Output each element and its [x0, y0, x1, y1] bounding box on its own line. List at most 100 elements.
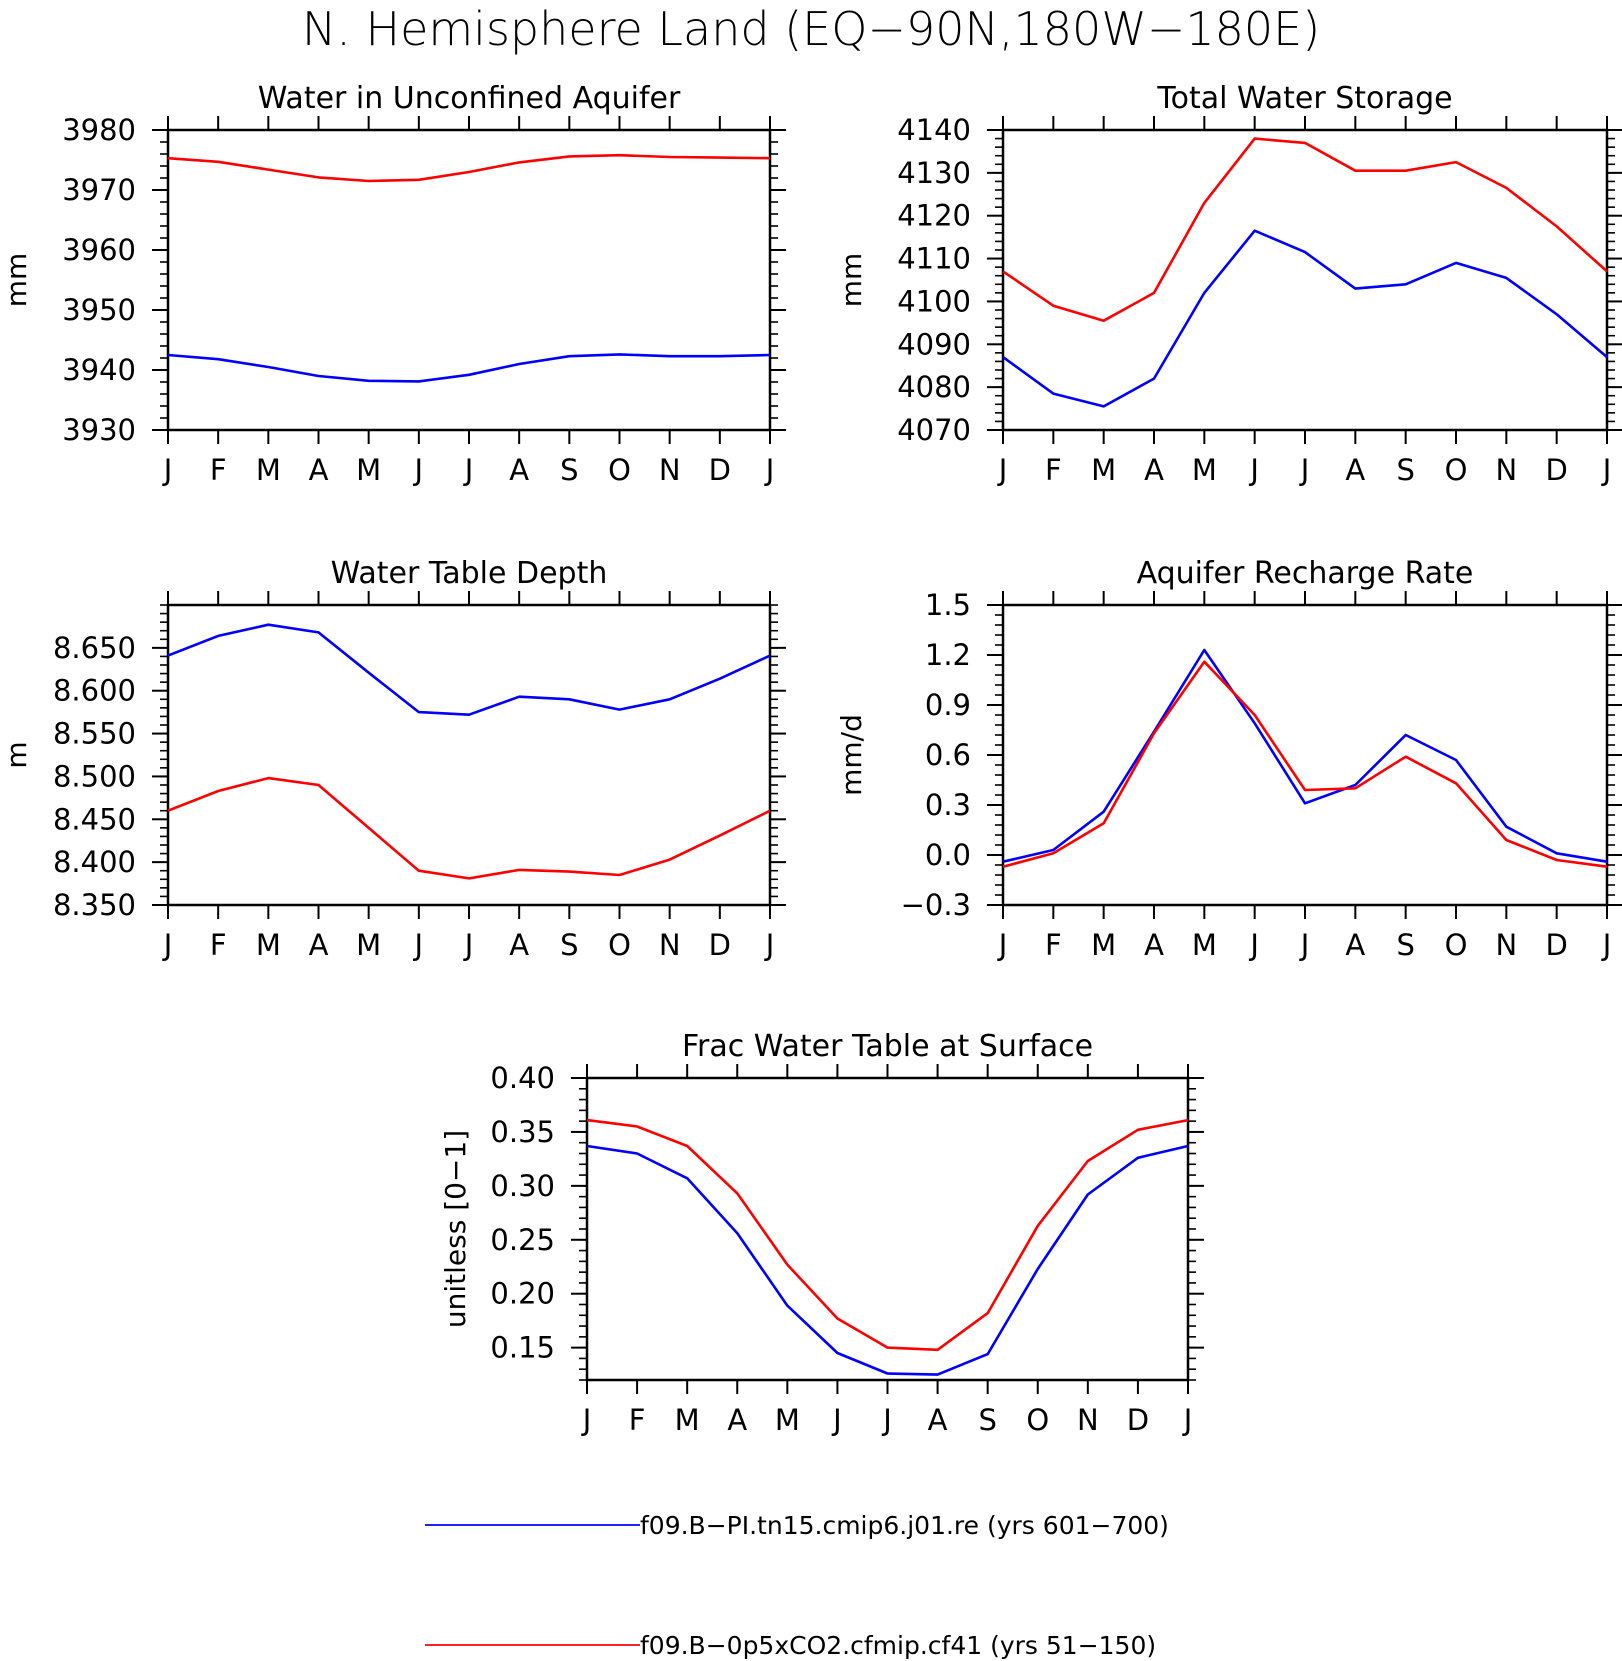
- y-axis-label: mm/d: [835, 714, 868, 796]
- x-tick-label: M: [775, 1403, 800, 1437]
- x-tick-label: M: [256, 928, 281, 962]
- y-tick-label: 8.350: [53, 888, 136, 922]
- x-tick-label: J: [764, 453, 775, 487]
- x-tick-label: F: [1045, 928, 1062, 962]
- y-axis-label: mm: [835, 253, 868, 308]
- y-tick-label: 0.20: [490, 1277, 555, 1311]
- x-tick-label: M: [356, 928, 381, 962]
- y-tick-label: 4090: [897, 327, 971, 361]
- x-tick-label: F: [210, 928, 227, 962]
- x-tick-label: F: [629, 1403, 646, 1437]
- x-tick-label: A: [509, 928, 529, 962]
- y-tick-label: 8.450: [53, 802, 136, 836]
- plot-frame: [166, 128, 772, 432]
- y-tick-label: 4110: [897, 242, 971, 276]
- x-tick-label: O: [608, 928, 631, 962]
- panel-title: Aquifer Recharge Rate: [1137, 556, 1474, 591]
- plot-frame: [585, 1076, 1190, 1382]
- x-tick-label: A: [1144, 928, 1164, 962]
- x-tick-label: A: [727, 1403, 747, 1437]
- series-line: [1002, 648, 1608, 863]
- legend-label: f09.B−PI.tn15.cmip6.j01.re (yrs 601−700): [640, 1511, 1169, 1540]
- plot-frame: [1001, 603, 1609, 907]
- panel-title: Water in Unconfined Aquifer: [258, 81, 681, 116]
- y-tick-label: 0.40: [490, 1061, 555, 1095]
- y-axis-label: unitless [0−1]: [439, 1130, 472, 1328]
- y-tick-label: 4100: [897, 284, 971, 318]
- x-tick-label: N: [659, 928, 681, 962]
- y-tick-label: 3940: [62, 353, 136, 387]
- y-tick-label: 0.35: [490, 1115, 555, 1149]
- x-tick-label: J: [1299, 453, 1310, 487]
- x-tick-label: M: [675, 1403, 700, 1437]
- x-tick-label: J: [1601, 453, 1612, 487]
- series-line: [1002, 229, 1608, 408]
- y-tick-label: 0.0: [925, 838, 971, 872]
- x-tick-label: J: [463, 928, 474, 962]
- x-tick-label: J: [413, 453, 424, 487]
- series-line: [167, 776, 771, 880]
- x-tick-label: F: [1045, 453, 1062, 487]
- y-tick-label: 8.400: [53, 845, 136, 879]
- series-line: [167, 353, 771, 383]
- plot-frame: [1001, 128, 1609, 432]
- y-axis-label: mm: [0, 253, 33, 308]
- y-tick-label: 8.650: [53, 631, 136, 665]
- y-tick-label: 3980: [62, 113, 136, 147]
- series-line: [167, 623, 771, 717]
- x-tick-label: M: [1192, 928, 1217, 962]
- y-axis-label: m: [0, 741, 33, 768]
- x-tick-label: N: [1495, 928, 1517, 962]
- y-tick-label: 4130: [897, 156, 971, 190]
- x-tick-label: N: [1495, 453, 1517, 487]
- y-tick-label: 0.15: [490, 1331, 555, 1365]
- x-tick-label: M: [1091, 453, 1116, 487]
- x-tick-label: J: [881, 1403, 892, 1437]
- x-tick-label: A: [509, 453, 529, 487]
- y-tick-label: 8.550: [53, 717, 136, 751]
- y-tick-label: 1.2: [925, 638, 971, 672]
- x-tick-label: D: [1545, 928, 1567, 962]
- x-tick-label: F: [210, 453, 227, 487]
- series-line: [586, 1144, 1189, 1376]
- y-tick-label: 4120: [897, 199, 971, 233]
- x-tick-label: D: [709, 928, 731, 962]
- series-line: [167, 153, 771, 183]
- x-tick-label: J: [413, 928, 424, 962]
- y-tick-label: 8.600: [53, 674, 136, 708]
- x-tick-label: A: [1345, 453, 1365, 487]
- x-tick-label: O: [1445, 453, 1468, 487]
- legend: f09.B−PI.tn15.cmip6.j01.re (yrs 601−700)…: [425, 1511, 1169, 1660]
- y-tick-label: 1.5: [925, 588, 971, 622]
- x-tick-label: J: [1182, 1403, 1193, 1437]
- x-tick-label: S: [1396, 928, 1414, 962]
- x-tick-label: J: [997, 453, 1008, 487]
- x-tick-label: J: [1299, 928, 1310, 962]
- y-tick-label: 3970: [62, 173, 136, 207]
- y-tick-label: −0.3: [901, 888, 971, 922]
- x-tick-label: S: [978, 1403, 996, 1437]
- y-tick-label: 0.30: [490, 1169, 555, 1203]
- y-tick-label: 3950: [62, 293, 136, 327]
- y-tick-label: 0.3: [925, 788, 971, 822]
- series-line: [586, 1118, 1189, 1352]
- x-tick-label: A: [309, 453, 329, 487]
- x-tick-label: D: [709, 453, 731, 487]
- x-tick-label: S: [560, 928, 578, 962]
- x-tick-label: J: [1248, 453, 1259, 487]
- figure-title: N. Hemisphere Land (EQ−90N,180W−180E): [302, 2, 1320, 56]
- x-tick-label: J: [997, 928, 1008, 962]
- series-line: [1002, 137, 1608, 323]
- x-tick-label: J: [1601, 928, 1612, 962]
- x-tick-label: O: [608, 453, 631, 487]
- x-tick-label: S: [1396, 453, 1414, 487]
- y-tick-label: 0.9: [925, 688, 971, 722]
- x-tick-label: M: [256, 453, 281, 487]
- plot-frame: [166, 603, 772, 907]
- x-tick-label: N: [1077, 1403, 1099, 1437]
